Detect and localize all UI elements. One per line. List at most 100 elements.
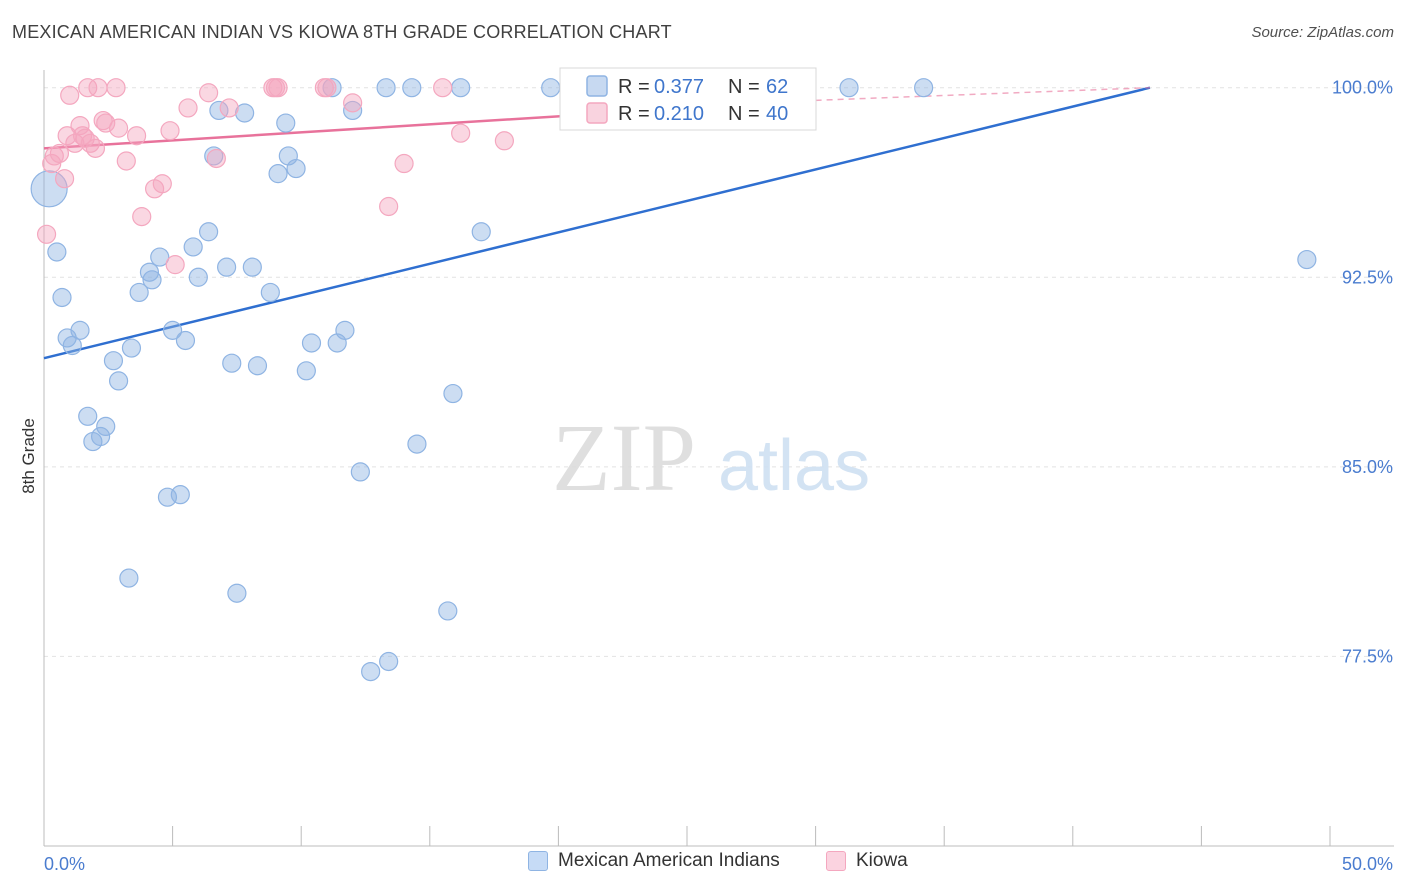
data-point-mexican-american-indians (217, 257, 237, 277)
data-point-mexican-american-indians (296, 361, 316, 381)
data-point-mexican-american-indians (350, 462, 370, 482)
legend-r-value: 0.210 (654, 103, 704, 125)
data-point-mexican-american-indians (90, 426, 111, 447)
data-point-mexican-american-indians (108, 371, 129, 391)
data-point-mexican-american-indians (541, 78, 561, 98)
watermark: ZIP atlas (552, 404, 870, 511)
data-point-kiowa (72, 126, 93, 146)
x-tick-label-start: 0.0% (44, 854, 85, 874)
gridlines (44, 87, 1394, 657)
data-point-mexican-american-indians (103, 351, 124, 371)
data-point-mexican-american-indians (451, 78, 471, 98)
data-point-mexican-american-indians (96, 416, 116, 437)
data-point-mexican-american-indians (163, 320, 183, 340)
data-point-mexican-american-indians (301, 333, 322, 353)
data-point-mexican-american-indians (335, 320, 355, 340)
data-point-kiowa (49, 143, 70, 164)
data-point-kiowa (78, 78, 98, 98)
data-point-kiowa (42, 153, 62, 174)
data-point-mexican-american-indians (343, 100, 363, 121)
data-point-mexican-american-indians (199, 222, 219, 242)
y-tick-label: 77.5% (1342, 646, 1393, 666)
source-label: Source: ZipAtlas.com (1251, 24, 1394, 41)
legend-n-label: N = (728, 103, 760, 125)
data-point-kiowa (116, 151, 136, 171)
data-point-mexican-american-indians (188, 267, 208, 287)
trendline-kiowa-extension (815, 86, 1150, 102)
data-point-mexican-american-indians (119, 568, 139, 588)
data-point-mexican-american-indians (70, 320, 90, 340)
data-point-mexican-american-indians (443, 383, 463, 404)
legend-swatch-blue (528, 851, 548, 871)
data-point-mexican-american-indians (129, 282, 149, 303)
data-point-kiowa (451, 123, 471, 143)
chart-title: MEXICAN AMERICAN INDIAN VS KIOWA 8TH GRA… (12, 22, 672, 42)
data-point-kiowa (152, 174, 172, 194)
legend-item-mexican-american-indians: Mexican American Indians (528, 850, 780, 872)
data-point-kiowa (165, 255, 185, 275)
data-point-mexican-american-indians (52, 287, 72, 308)
data-point-mexican-american-indians (471, 222, 491, 242)
data-point-kiowa (93, 110, 113, 131)
x-tick-label-end: 50.0% (1342, 854, 1393, 874)
data-point-mexican-american-indians (276, 113, 296, 133)
data-point-mexican-american-indians (438, 601, 458, 621)
data-point-kiowa (36, 224, 57, 244)
legend-swatch-r-blue (586, 75, 608, 97)
data-point-mexican-american-indians (322, 78, 342, 98)
data-point-kiowa (379, 196, 399, 217)
legend-swatch-pink (826, 851, 846, 871)
data-point-mexican-american-indians (242, 257, 262, 277)
y-tick-label: 92.5% (1342, 267, 1393, 287)
y-tick-labels: 100.0% 92.5% 85.0% 77.5% (1332, 78, 1393, 667)
data-point-mexican-american-indians (204, 146, 224, 166)
data-point-kiowa (178, 98, 198, 118)
legend-item-kiowa: Kiowa (826, 850, 908, 872)
data-point-kiowa (54, 169, 75, 189)
legend-label-mexican-american-indians: Mexican American Indians (558, 850, 780, 871)
data-point-mexican-american-indians (183, 237, 203, 257)
data-point-mexican-american-indians (839, 78, 859, 98)
data-point-mexican-american-indians (361, 661, 381, 682)
data-point-kiowa (96, 113, 116, 133)
data-point-mexican-american-indians (268, 164, 288, 184)
trendline-mexican-american-indians (43, 86, 1151, 360)
data-point-mexican-american-indians (914, 78, 934, 98)
data-point-kiowa (108, 118, 129, 138)
data-point-kiowa (60, 85, 80, 105)
data-point-kiowa (85, 138, 106, 158)
data-point-mexican-american-indians (286, 158, 306, 179)
data-point-mexican-american-indians (260, 282, 280, 303)
data-point-mexican-american-indians (175, 330, 196, 351)
data-point-kiowa (106, 78, 126, 98)
data-point-kiowa (199, 83, 219, 103)
data-point-mexican-american-indians (78, 406, 98, 426)
y-axis-title: 8th Grade (19, 418, 38, 494)
data-point-mexican-american-indians (139, 262, 160, 282)
x-tick-labels: 0.0% 50.0% (44, 854, 1393, 874)
bottom-legend: Mexican American Indians Kiowa (0, 850, 1406, 880)
data-point-mexican-american-indians (407, 434, 427, 454)
data-point-kiowa (219, 98, 239, 118)
data-point-mexican-american-indians (222, 353, 242, 373)
data-point-mexican-american-indians (62, 335, 82, 356)
data-point-kiowa (394, 153, 414, 174)
legend-n-value: 62 (766, 76, 788, 98)
watermark-atlas: atlas (718, 426, 870, 506)
data-point-kiowa (160, 121, 180, 141)
legend-r-label: R = (618, 103, 650, 125)
legend-swatch-r-pink (586, 102, 608, 124)
data-point-mexican-american-indians (402, 78, 422, 98)
watermark-zip: ZIP (552, 404, 696, 511)
data-point-mexican-american-indians (235, 103, 255, 123)
axes (43, 70, 1394, 847)
data-point-kiowa (44, 146, 64, 166)
data-point-mexican-american-indians (227, 583, 247, 603)
top-legend: R = 0.377 N = 62 R = 0.210 N = 40 (559, 67, 817, 131)
legend-r-value: 0.377 (654, 76, 704, 98)
data-point-kiowa (317, 78, 337, 98)
data-point-kiowa (343, 93, 363, 113)
data-point-mexican-american-indians (170, 485, 190, 505)
data-point-kiowa (268, 78, 288, 98)
y-tick-label: 85.0% (1342, 457, 1393, 477)
